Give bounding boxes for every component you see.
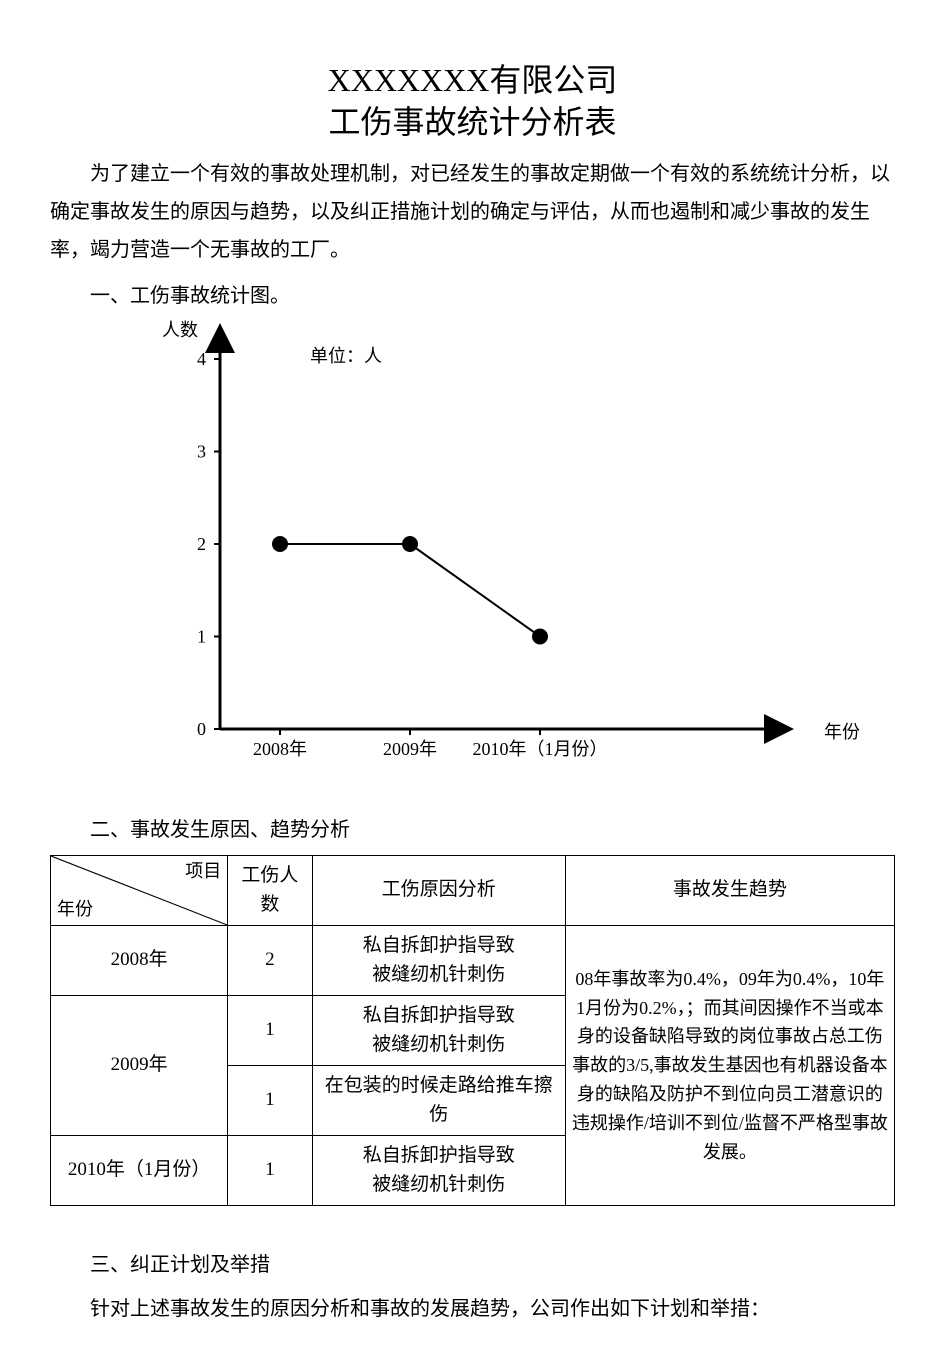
table-cell: 私自拆卸护指导致被缝纫机针刺伤 [312, 926, 565, 996]
section3-heading: 三、纠正计划及举措 [50, 1246, 895, 1284]
svg-text:0: 0 [197, 719, 206, 739]
svg-text:3: 3 [197, 442, 206, 462]
chart-ylabel: 人数 [162, 313, 198, 347]
table-cell: 1 [228, 1136, 312, 1206]
diag-left: 年份 [57, 896, 93, 923]
table-cell: 2 [228, 926, 312, 996]
svg-text:4: 4 [197, 349, 206, 369]
trend-cell: 08年事故率为0.4%，09年为0.4%，10年1月份为0.2%，；而其间因操作… [565, 926, 894, 1206]
table-cell: 在包装的时候走路给推车擦伤 [312, 1066, 565, 1136]
table-cell: 2009年 [51, 996, 228, 1136]
section3-paragraph: 针对上述事故发生的原因分析和事故的发展趋势，公司作出如下计划和举措： [50, 1290, 895, 1328]
svg-text:1: 1 [197, 627, 206, 647]
table-col-header: 工伤人数 [228, 856, 312, 926]
title-line-2: 工伤事故统计分析表 [50, 102, 895, 144]
svg-text:2010年（1月份）: 2010年（1月份） [473, 739, 608, 759]
section2-heading: 二、事故发生原因、趋势分析 [50, 811, 895, 849]
intro-paragraph: 为了建立一个有效的事故处理机制，对已经发生的事故定期做一个有效的系统统计分析，以… [50, 155, 895, 269]
svg-text:2008年: 2008年 [253, 739, 307, 759]
chart-unit: 单位：人 [310, 339, 382, 373]
section1-heading: 一、工伤事故统计图。 [50, 277, 895, 315]
svg-text:2: 2 [197, 534, 206, 554]
table-cell: 私自拆卸护指导致被缝纫机针刺伤 [312, 996, 565, 1066]
table-cell: 1 [228, 1066, 312, 1136]
diag-right: 项目 [185, 858, 221, 885]
table-col-header: 事故发生趋势 [565, 856, 894, 926]
chart-xlabel: 年份 [824, 715, 860, 749]
table-cell: 2010年（1月份） [51, 1136, 228, 1206]
analysis-table: 年份项目工伤人数工伤原因分析事故发生趋势2008年2私自拆卸护指导致被缝纫机针刺… [50, 855, 895, 1206]
title-line-1: XXXXXXX有限公司 [50, 60, 895, 102]
chart-svg: 0 1 2 3 4 2008年 2009年 2010年（1月份） [110, 319, 870, 799]
svg-text:2009年: 2009年 [383, 739, 437, 759]
table-row: 2008年2私自拆卸护指导致被缝纫机针刺伤08年事故率为0.4%，09年为0.4… [51, 926, 895, 996]
chart-container: 人数 单位：人 012342008年2009年2010年（1月份） 年份 [110, 319, 870, 799]
table-col-header: 工伤原因分析 [312, 856, 565, 926]
analysis-table-wrap: 年份项目工伤人数工伤原因分析事故发生趋势2008年2私自拆卸护指导致被缝纫机针刺… [50, 855, 895, 1206]
title-block: XXXXXXX有限公司 工伤事故统计分析表 [50, 60, 895, 143]
table-cell: 私自拆卸护指导致被缝纫机针刺伤 [312, 1136, 565, 1206]
table-cell: 1 [228, 996, 312, 1066]
table-diag-header: 年份 项目 [51, 856, 228, 926]
table-cell: 2008年 [51, 926, 228, 996]
